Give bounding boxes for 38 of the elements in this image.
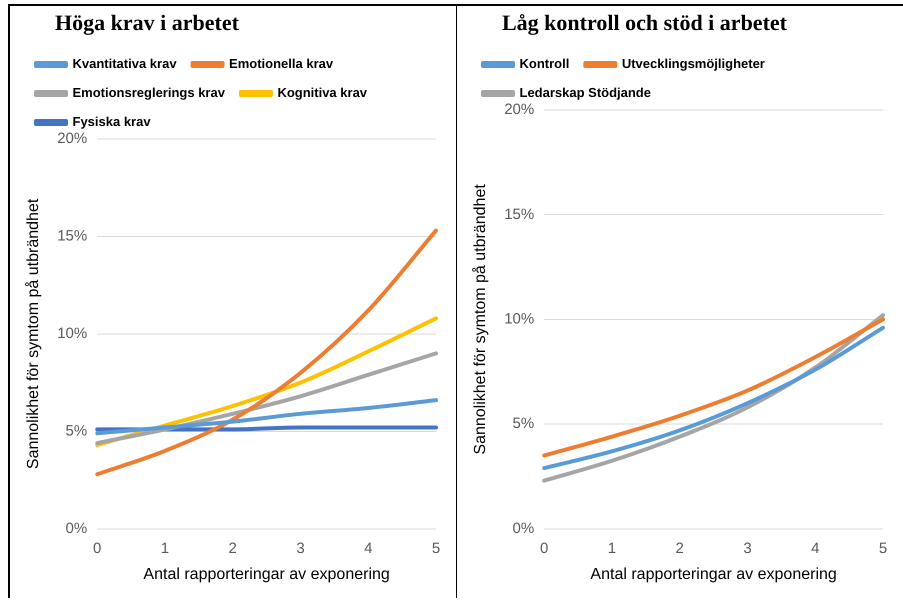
line-series: [95, 228, 438, 476]
legend-label: Kvantitativa krav: [72, 56, 178, 72]
x-tick-label: 1: [608, 540, 616, 557]
chart-title: Höga krav i arbetet: [54, 9, 240, 37]
x-tick-label: 4: [811, 540, 820, 557]
y-tick-label: 10%: [504, 310, 534, 328]
legend-label: Kontroll: [520, 56, 570, 72]
y-axis-title: Sannolikhet för symtom på utbrändhet: [25, 198, 42, 470]
x-tick-label: 3: [296, 540, 305, 557]
x-tick-label: 2: [676, 540, 684, 557]
y-tick-label: 5%: [512, 415, 534, 432]
line-series: [95, 398, 438, 436]
y-axis-title: Sannolikhet för symtom på utbrändhet: [472, 184, 490, 455]
x-tick-label: 3: [743, 540, 752, 557]
x-tick-label: 1: [160, 540, 170, 557]
y-tick-label: 20%: [57, 130, 88, 148]
legend-label: Ledarskap Stödjande: [520, 85, 651, 100]
y-tick-label: 20%: [504, 101, 534, 118]
x-tick-label: 2: [228, 540, 237, 557]
x-axis-title: Antal rapporteringar av exponering: [590, 566, 837, 583]
x-axis-title: Antal rapporteringar av exponering: [143, 566, 390, 583]
legend-label: Kognitiva krav: [277, 85, 368, 100]
y-tick-label: 15%: [504, 206, 534, 223]
x-tick-label: 0: [93, 540, 102, 557]
y-tick-label: 15%: [57, 228, 88, 245]
legend-label: Utvecklingsmöjligheter: [622, 56, 765, 72]
legend-label: Fysiska krav: [72, 114, 152, 130]
y-tick-label: 0%: [66, 520, 88, 537]
y-tick-label: 0%: [512, 520, 534, 537]
y-tick-label: 5%: [66, 422, 88, 440]
legend-label: Emotionsreglerings krav: [72, 85, 226, 100]
legend-label: Emotionella krav: [229, 56, 334, 72]
x-tick-label: 5: [878, 540, 888, 557]
chart-title: Låg kontroll och stöd i arbetet: [501, 9, 788, 37]
y-tick-label: 10%: [57, 325, 88, 342]
x-tick-label: 4: [364, 540, 372, 557]
x-tick-label: 0: [540, 540, 548, 557]
x-tick-label: 5: [432, 540, 440, 557]
